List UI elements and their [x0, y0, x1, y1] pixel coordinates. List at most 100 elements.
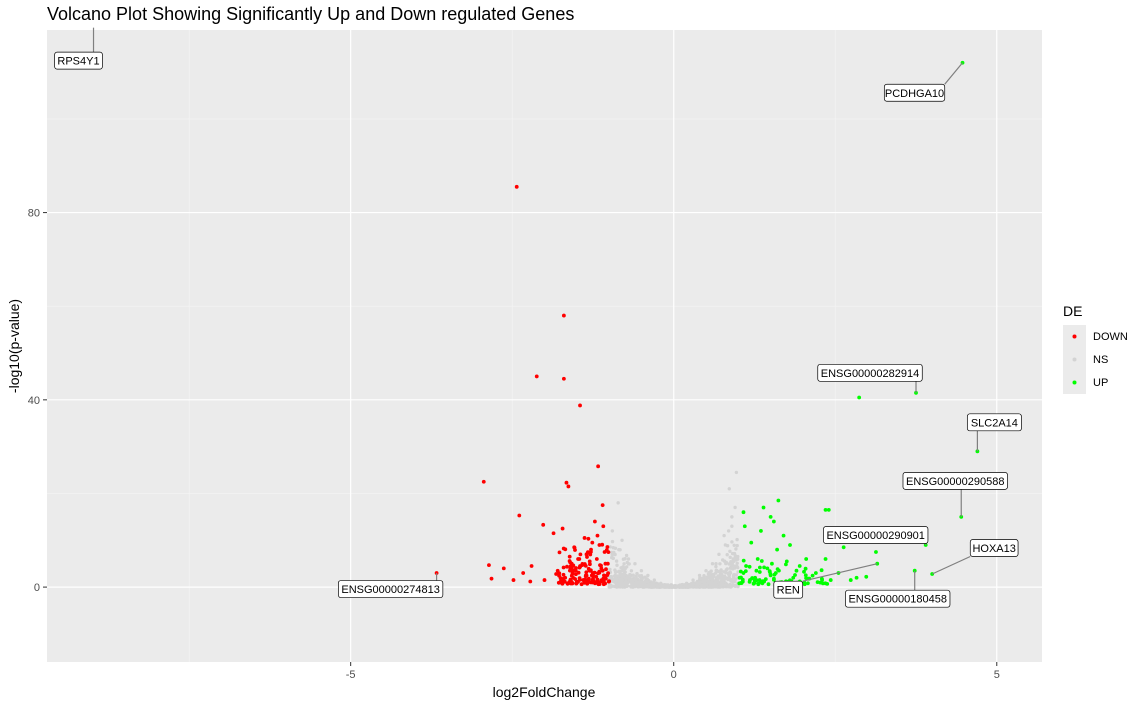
up-point [825, 582, 830, 586]
up-point [762, 565, 766, 570]
down-point [573, 548, 577, 552]
down-point [489, 576, 494, 581]
ns-point [714, 568, 719, 572]
down-point [596, 582, 601, 587]
gene-label-box [54, 51, 103, 70]
down-point [603, 561, 608, 566]
down-point [574, 566, 578, 570]
up-point [775, 547, 779, 552]
down-point [606, 571, 610, 576]
down-point [579, 582, 584, 587]
up-point [810, 573, 815, 578]
down-point [584, 570, 589, 575]
up-point [802, 582, 807, 587]
up-point [749, 540, 754, 545]
ns-point [720, 576, 724, 580]
up-point [781, 533, 786, 538]
ns-point [639, 569, 644, 573]
ns-point [711, 585, 716, 589]
ns-point [624, 553, 629, 558]
down-point [563, 579, 567, 584]
down-point [541, 522, 546, 527]
up-point [743, 569, 748, 573]
up-point [776, 498, 781, 503]
ns-point [610, 529, 615, 533]
ns-point [708, 574, 712, 578]
up-point [777, 568, 781, 573]
down-point [584, 573, 589, 578]
ns-point [734, 470, 739, 475]
legend-key-up [1072, 380, 1077, 385]
up-point [747, 580, 752, 584]
ns-point [615, 563, 619, 567]
gene-label-text: HOXA13 [972, 543, 1015, 555]
up-point [759, 529, 763, 533]
up-point [773, 571, 778, 575]
ns-point [736, 570, 740, 574]
ns-point [724, 568, 728, 572]
down-point [578, 577, 582, 582]
down-point [577, 557, 582, 561]
ns-points [607, 470, 740, 589]
up-point [784, 559, 789, 564]
down-point [514, 184, 519, 189]
up-point [815, 580, 820, 584]
up-point [828, 578, 833, 582]
ns-point [708, 570, 712, 574]
ns-point [616, 574, 620, 578]
up-point [763, 577, 768, 581]
up-point [793, 573, 797, 577]
gene-label-box [773, 580, 804, 599]
minor-grid [47, 30, 1042, 662]
down-point [565, 564, 569, 569]
up-point [826, 507, 831, 512]
up-point [771, 519, 776, 524]
ns-point [618, 583, 622, 587]
down-point [585, 555, 589, 559]
x-tick-label: 5 [994, 669, 1000, 681]
ns-point [731, 557, 735, 561]
chart-title: Volcano Plot Showing Significantly Up an… [47, 4, 574, 24]
up-point [742, 524, 747, 529]
down-point [528, 579, 533, 584]
down-point [564, 480, 569, 485]
ns-point [730, 515, 734, 519]
down-point [606, 550, 611, 554]
ns-point [736, 557, 740, 561]
ns-point [732, 573, 737, 577]
ns-point [608, 567, 612, 572]
ns-point [707, 579, 711, 584]
down-point [594, 557, 599, 561]
ns-point [625, 584, 630, 588]
y-axis-title: -log10(p-value) [6, 299, 22, 393]
x-tick-label: -5 [346, 669, 356, 681]
up-point [760, 581, 765, 586]
ns-point [665, 583, 669, 588]
up-point [841, 545, 846, 550]
down-point [511, 578, 516, 582]
ns-point [731, 567, 735, 571]
ns-point [714, 564, 718, 569]
ns-point [716, 576, 720, 580]
ns-point [631, 582, 636, 587]
down-point [595, 533, 600, 538]
ns-point [719, 579, 724, 583]
up-point [874, 550, 878, 554]
ns-point [622, 562, 626, 566]
ns-point [631, 573, 635, 577]
up-point [765, 566, 770, 571]
ns-point [629, 569, 634, 573]
ns-point [625, 560, 629, 565]
up-point [797, 564, 802, 568]
up-point [804, 557, 809, 561]
ns-point [628, 572, 632, 577]
up-point [757, 570, 762, 574]
ns-point [608, 583, 612, 588]
up-point [821, 581, 825, 586]
legend-label-ns: NS [1093, 354, 1108, 366]
up-point [767, 569, 772, 574]
up-point [791, 575, 796, 580]
x-axis-title: log2FoldChange [493, 684, 596, 700]
ns-point [698, 576, 702, 580]
gene-label-box [966, 413, 1022, 432]
